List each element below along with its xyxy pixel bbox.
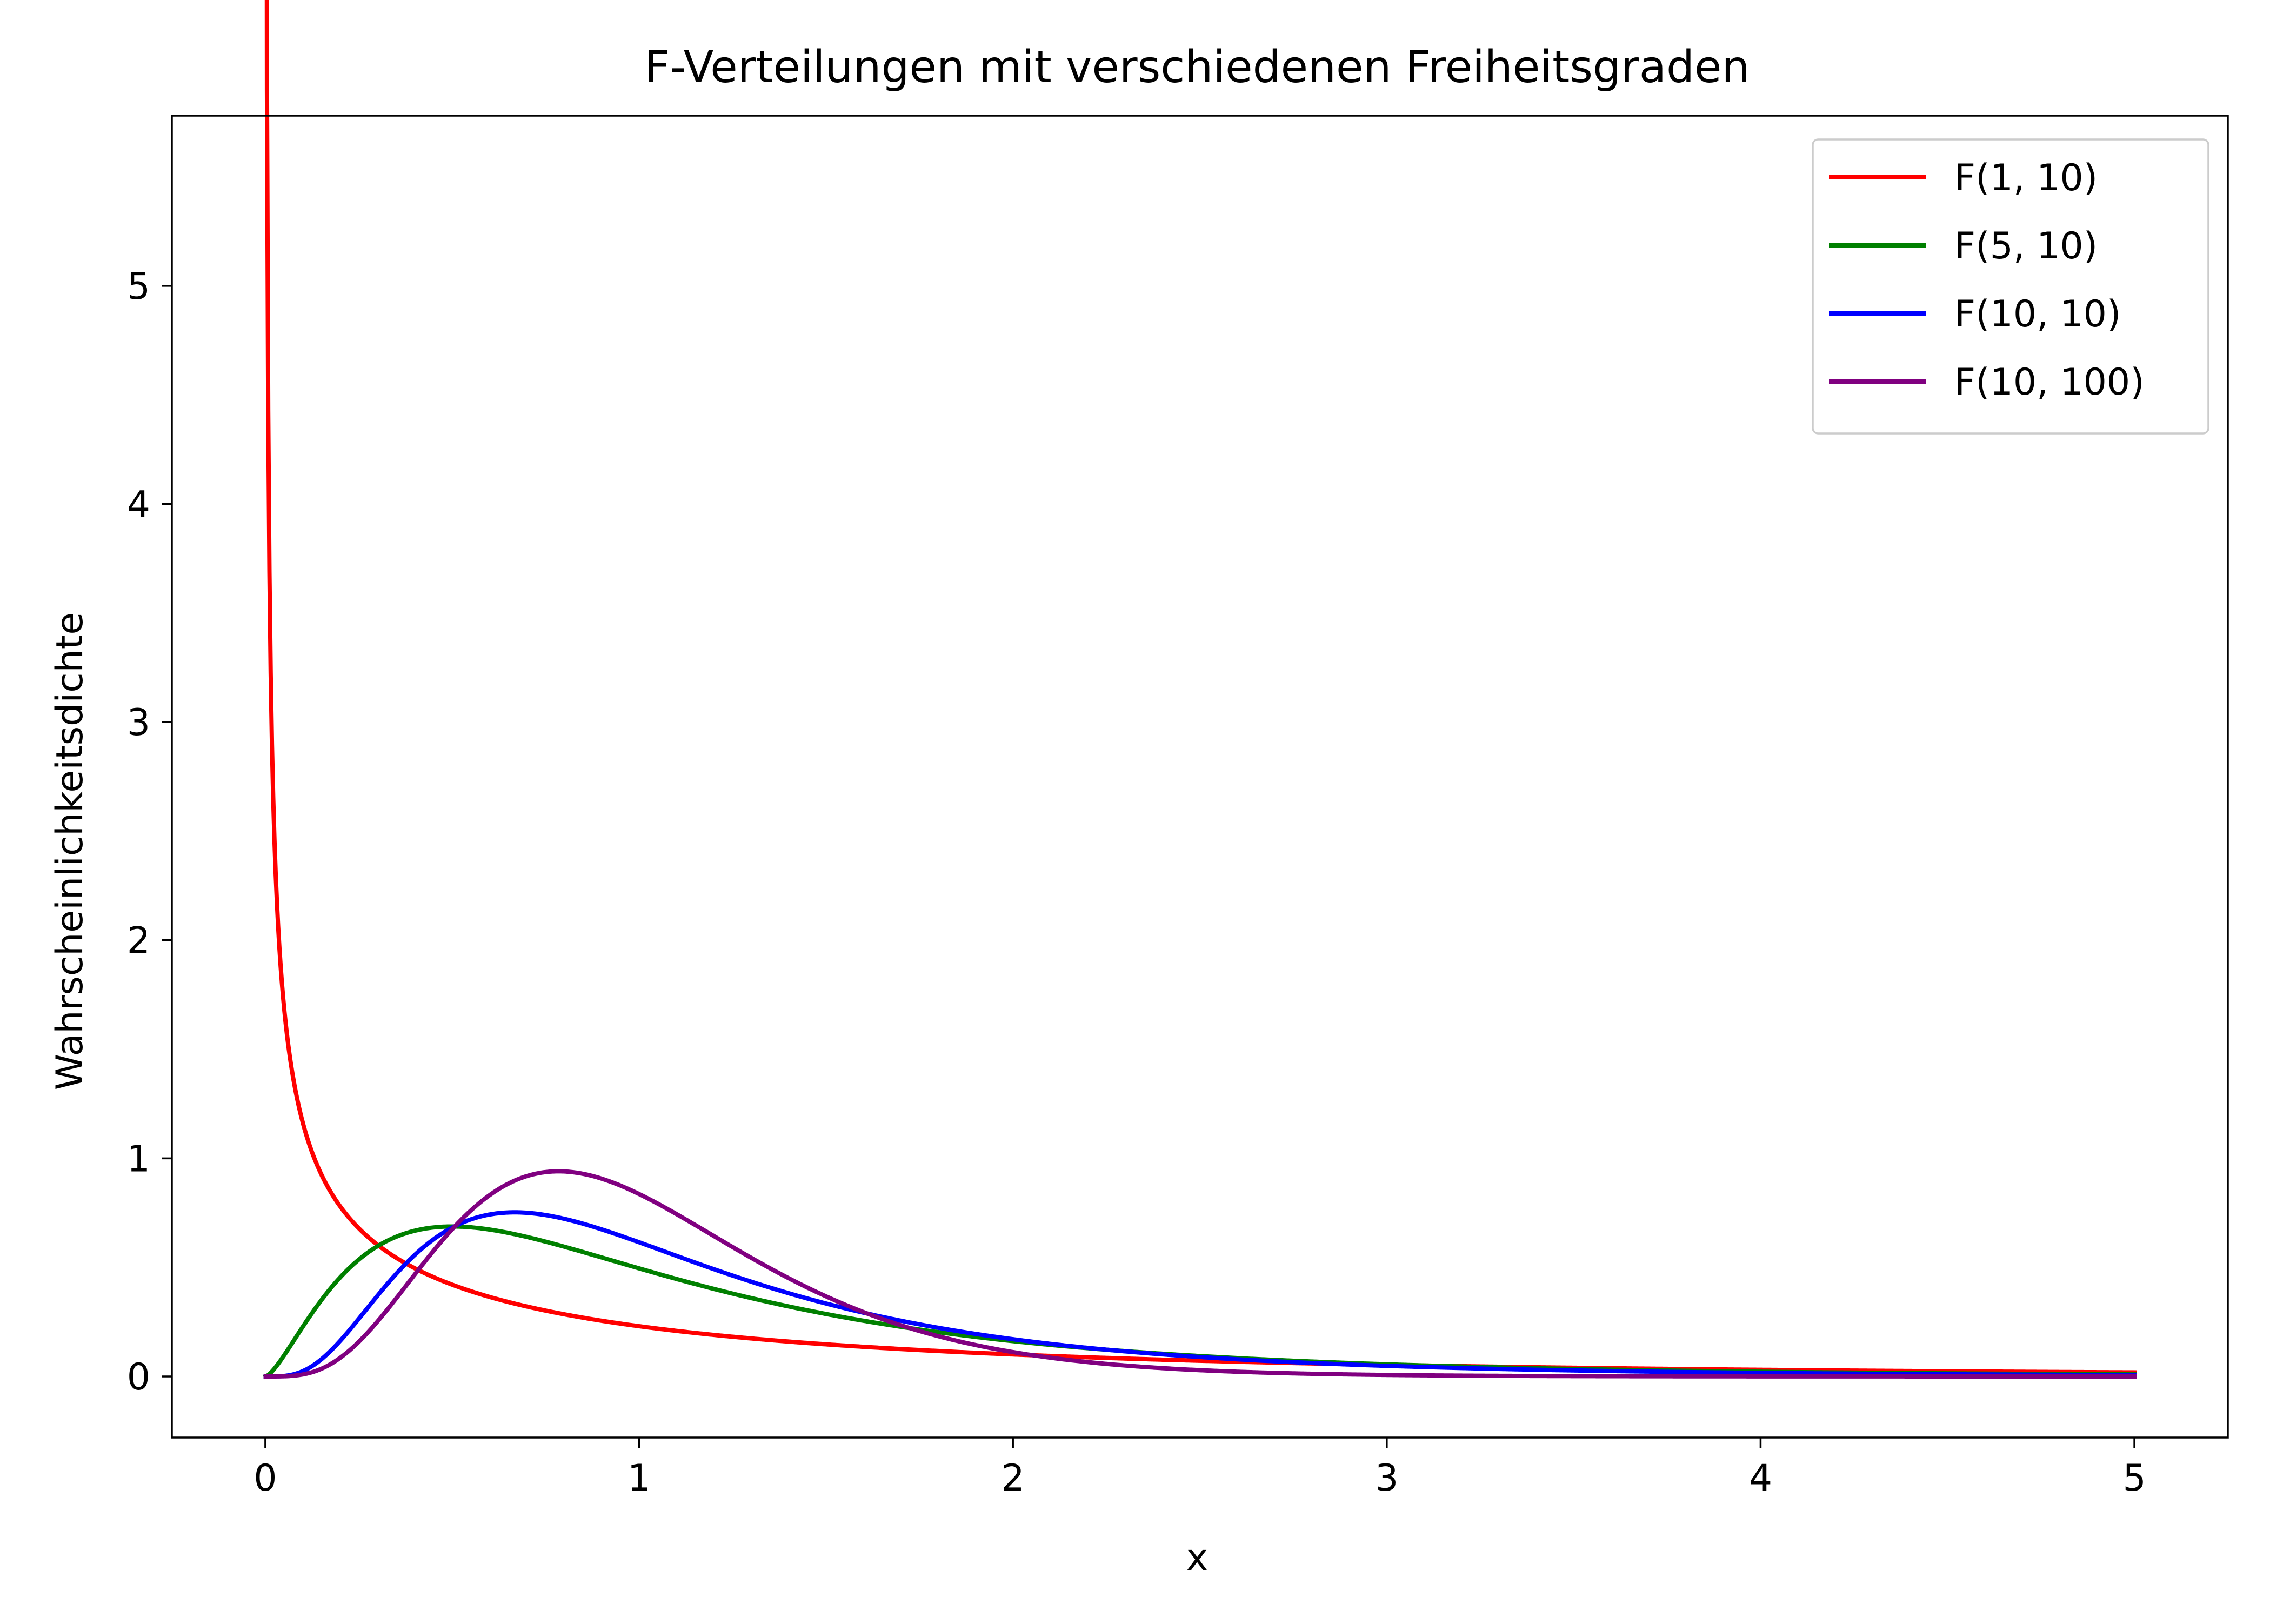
y-axis-label: Wahrscheinlichkeitsdichte xyxy=(49,612,91,1090)
legend-box xyxy=(1812,138,2209,435)
legend-label-3: F(10, 10) xyxy=(1954,293,2121,336)
legend: F(1, 10) F(5, 10) F(10, 10) F(10, 100) xyxy=(1812,138,2209,435)
series-line-4 xyxy=(263,1169,2137,1379)
y-tick-label: 5 xyxy=(127,265,150,308)
x-tick-label: 0 xyxy=(253,1457,277,1500)
legend-label-1: F(1, 10) xyxy=(1954,157,2098,199)
legend-label-2: F(5, 10) xyxy=(1954,225,2098,268)
legend-label-4: F(10, 100) xyxy=(1954,361,2145,404)
y-tick-label: 3 xyxy=(127,701,150,744)
chart-title: F-Verteilungen mit verschiedenen Freihei… xyxy=(645,42,1750,93)
series-line-3 xyxy=(263,1210,2137,1379)
y-tick-label: 2 xyxy=(127,920,150,963)
axes-frame xyxy=(171,115,2229,1439)
x-tick-label: 2 xyxy=(1002,1457,1025,1500)
x-axis-label: x xyxy=(1186,1536,1208,1579)
x-tick-label: 1 xyxy=(627,1457,651,1500)
x-tick-label: 5 xyxy=(2122,1457,2146,1500)
axes: 0 1 2 3 4 5 0 1 2 3 4 5 xyxy=(127,115,2229,1500)
y-tick-label: 4 xyxy=(127,483,150,526)
y-tick-label: 1 xyxy=(127,1138,150,1180)
x-tick-label: 3 xyxy=(1375,1457,1398,1500)
x-tick-label: 4 xyxy=(1749,1457,1772,1500)
plot-area xyxy=(263,0,2137,1380)
y-tick-label: 0 xyxy=(127,1356,150,1399)
